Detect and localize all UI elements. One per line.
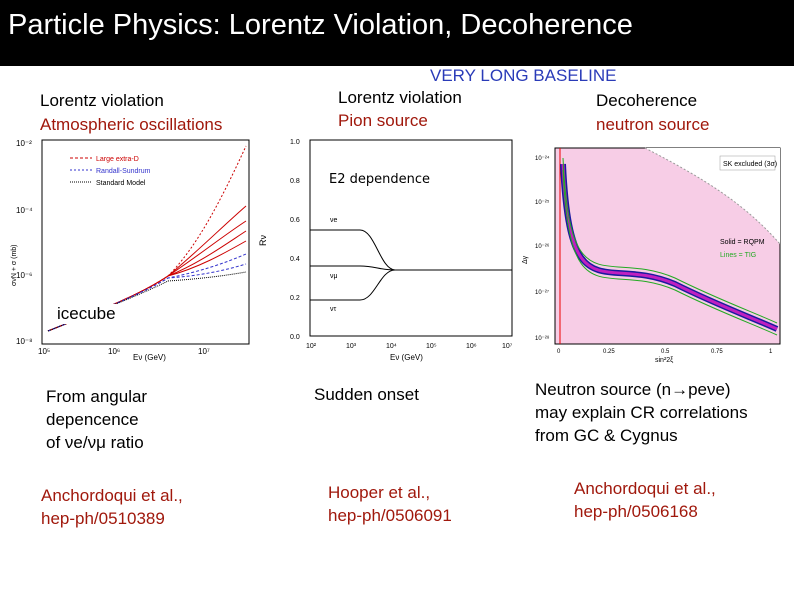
right-excluded-label: SK excluded (3σ) — [723, 161, 777, 168]
e2-dependence-label: E2 dependence — [327, 172, 432, 188]
right-note-line-3: from GC & Cygnus — [535, 426, 678, 445]
left-legend-1: Randall-Sundrum — [96, 168, 151, 175]
middle-ytick-4: 0.2 — [290, 295, 300, 302]
right-ylabel: Δγ — [522, 255, 529, 264]
right-note-line-1: Neutron source (n→peνe) — [535, 380, 731, 399]
title-bar: Particle Physics: Lorentz Violation, Dec… — [0, 0, 794, 66]
right-band-green-2 — [562, 169, 778, 336]
middle-reference: Hooper et al., hep-ph/0506091 — [328, 481, 452, 527]
left-ytick-3: 10⁻⁸ — [16, 337, 33, 346]
middle-curve-label-2: ντ — [330, 306, 337, 313]
right-note-line-2: may explain CR correlations — [535, 403, 748, 422]
right-xtick-3: 0.75 — [711, 349, 723, 355]
left-legend-0: Large extra-D — [96, 156, 139, 163]
right-legend-1: Lines = TIG — [720, 252, 756, 259]
middle-ytick-3: 0.4 — [290, 256, 300, 263]
left-ytick-2: 10⁻⁶ — [16, 271, 32, 280]
right-xtick-4: 1 — [769, 349, 773, 355]
right-heading: Decoherence — [596, 91, 698, 110]
left-ytick-0: 10⁻² — [16, 139, 32, 148]
middle-xtick-3: 10⁵ — [426, 343, 437, 350]
right-ytick-2: 10⁻²⁶ — [535, 243, 550, 250]
left-legend-2: Standard Model — [96, 180, 146, 187]
middle-curve-label-0: νe — [330, 217, 338, 224]
left-ytick-1: 10⁻⁴ — [16, 206, 33, 215]
middle-xtick-5: 10⁷ — [502, 343, 513, 350]
left-note-line-3: of νe/νμ ratio — [46, 433, 144, 452]
middle-curve-nutau — [310, 269, 512, 301]
left-subheading: Atmospheric oscillations — [40, 115, 223, 134]
right-xtick-0: 0 — [557, 349, 561, 355]
right-note: Neutron source (n→peνe) may explain CR c… — [535, 378, 748, 447]
right-ytick-0: 10⁻²⁴ — [535, 155, 550, 162]
left-heading: Lorentz violation — [40, 91, 164, 110]
right-xtick-1: 0.25 — [603, 349, 615, 355]
middle-plot-frame — [309, 139, 513, 337]
right-ref-line-2: hep-ph/0506168 — [574, 502, 698, 521]
middle-ref-line-2: hep-ph/0506091 — [328, 506, 452, 525]
right-ytick-4: 10⁻²⁸ — [535, 335, 550, 342]
right-excluded-edge — [644, 147, 781, 245]
left-note-line-1: From angular — [46, 387, 148, 406]
left-note: From angular depencence of νe/νμ ratio — [46, 385, 147, 454]
right-band-green-1 — [562, 157, 778, 324]
left-xtick-2: 10⁷ — [198, 347, 210, 356]
middle-xlabel: Eν (GeV) — [390, 353, 423, 362]
right-ref-line-1: Anchordoqui et al., — [574, 479, 716, 498]
middle-xtick-0: 10² — [306, 343, 317, 350]
middle-ytick-0: 1.0 — [290, 139, 300, 146]
right-legend-0: Solid = RQPM — [720, 239, 765, 246]
left-reference: Anchordoqui et al., hep-ph/0510389 — [41, 484, 183, 530]
middle-ylabel: Rν — [258, 235, 268, 246]
right-ytick-1: 10⁻²⁵ — [535, 199, 550, 206]
baseline-label: VERY LONG BASELINE — [430, 66, 617, 85]
right-band-magenta — [561, 163, 778, 331]
right-ytick-3: 10⁻²⁷ — [535, 289, 549, 296]
middle-xtick-4: 10⁶ — [466, 343, 477, 350]
middle-xtick-1: 10³ — [346, 343, 357, 350]
middle-ref-line-1: Hooper et al., — [328, 483, 431, 502]
left-note-line-2: depencence — [46, 410, 139, 429]
right-plot: SK excluded (3σ) Solid = RQPM Lines = TI… — [515, 144, 787, 364]
right-xtick-2: 0.5 — [661, 349, 670, 355]
middle-ytick-2: 0.6 — [290, 217, 300, 224]
middle-heading: Lorentz violation — [338, 88, 462, 107]
middle-xtick-2: 10⁴ — [386, 343, 397, 350]
middle-note: Sudden onset — [314, 385, 419, 404]
left-xtick-0: 10⁵ — [38, 347, 50, 356]
left-xtick-1: 10⁶ — [108, 347, 120, 356]
right-xlabel: sin²2ξ — [655, 357, 673, 364]
right-excluded-region — [645, 148, 780, 244]
left-ref-line-1: Anchordoqui et al., — [41, 486, 183, 505]
middle-subheading: Pion source — [338, 111, 428, 130]
right-reference: Anchordoqui et al., hep-ph/0506168 — [574, 477, 716, 523]
right-excluded-box — [719, 155, 776, 171]
middle-curve-label-1: νμ — [330, 273, 338, 280]
left-plot: 10⁻² 10⁻⁴ 10⁻⁶ 10⁻⁸ 10⁵ 10⁶ 10⁷ Eν (GeV)… — [8, 136, 258, 364]
icecube-label: icecube — [57, 304, 116, 325]
slide-title: Particle Physics: Lorentz Violation, Dec… — [8, 9, 633, 41]
middle-plot: 1.0 0.8 0.6 0.4 0.2 0.0 Rν 10² 10³ 10⁴ 1… — [250, 136, 520, 364]
middle-ytick-5: 0.0 — [290, 334, 300, 341]
left-ref-line-2: hep-ph/0510389 — [41, 509, 165, 528]
right-subheading: neutron source — [596, 115, 710, 134]
left-xlabel: Eν (GeV) — [133, 353, 166, 362]
middle-ytick-1: 0.8 — [290, 178, 300, 185]
left-ylabel: σνN + σ (mb) — [11, 244, 18, 286]
